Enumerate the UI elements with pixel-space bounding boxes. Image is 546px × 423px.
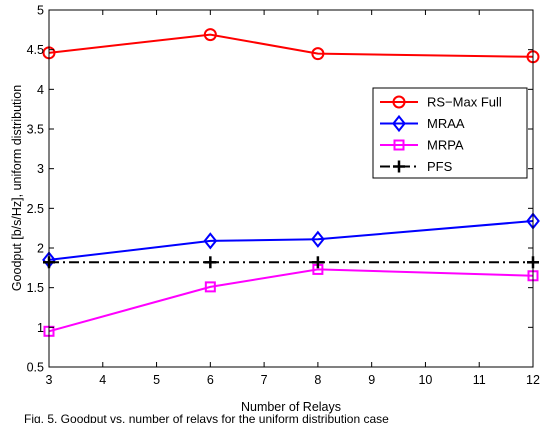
data-point (393, 160, 405, 173)
legend-label: PFS (427, 159, 453, 174)
legend-label: MRPA (427, 138, 464, 153)
x-tick-label: 6 (207, 373, 214, 387)
x-tick-label: 10 (418, 373, 432, 387)
data-point (204, 256, 217, 269)
square-marker (393, 139, 405, 151)
ticks-layer: 3 4 5 6 7 8 9 10 11 12 0.5 1 1.5 2 2.5 3 3.5 4 4.5 5 (27, 4, 540, 388)
y-tick-label: 5 (37, 4, 44, 18)
data-point (392, 114, 406, 133)
series-line (48, 220, 534, 261)
legend-entry: RS−Max Full (380, 95, 502, 110)
y-axis-label: Goodput [b/s/Hz], uniform distribution (10, 85, 24, 291)
legend: RS−Max Full MRAA MRPA PFS (372, 87, 528, 179)
series-mraa (42, 212, 540, 269)
legend-entry: MRPA (380, 138, 464, 153)
y-tick-label: 4 (37, 83, 44, 97)
x-tick-label: 4 (99, 373, 106, 387)
diamond-marker (311, 230, 325, 248)
x-tick-label: 8 (314, 373, 321, 387)
diamond-marker (392, 114, 406, 133)
data-point (311, 230, 325, 248)
x-tick-label: 12 (526, 373, 540, 387)
series-line (48, 268, 534, 333)
y-tick-label: 3 (37, 162, 44, 176)
series-mrpa (43, 263, 539, 337)
x-tick-label: 11 (473, 373, 486, 387)
circle-marker (203, 28, 217, 42)
y-tick-label: 3.5 (27, 123, 44, 137)
x-tick-label: 3 (46, 373, 53, 387)
data-point (203, 28, 217, 42)
y-tick-label: 4.5 (27, 43, 44, 57)
data-point (393, 139, 405, 151)
legend-entries: RS−Max Full MRAA MRPA PFS (380, 95, 502, 174)
legend-entry: MRAA (380, 114, 465, 133)
x-axis-label: Number of Relays (241, 400, 341, 414)
x-tick-label: 7 (261, 373, 268, 387)
circle-marker (392, 95, 406, 109)
y-tick-label: 1 (37, 321, 44, 335)
data-point (204, 281, 216, 293)
y-tick-label: 2.5 (27, 202, 44, 216)
data-point (392, 95, 406, 109)
legend-label: RS−Max Full (427, 95, 502, 110)
circle-marker (311, 47, 325, 61)
y-tick-label: 0.5 (27, 361, 44, 375)
legend-entry: PFS (380, 159, 453, 174)
square-marker (204, 281, 216, 293)
x-tick-label: 5 (153, 373, 160, 387)
data-point (311, 47, 325, 61)
series-pfs (43, 256, 539, 269)
legend-label: MRAA (427, 116, 465, 131)
data-point (311, 256, 324, 269)
y-tick-label: 2 (37, 242, 44, 256)
caption-fragment: Fig. 5. Goodput vs. number of relays for… (24, 412, 389, 423)
data-point (203, 232, 218, 250)
series-line (48, 33, 534, 58)
series-rs-max-full (42, 28, 540, 64)
y-tick-label: 1.5 (27, 281, 44, 295)
plot-frame (48, 9, 534, 368)
x-tick-label: 9 (368, 373, 375, 387)
series-layer (42, 28, 540, 337)
diamond-marker (203, 232, 218, 250)
